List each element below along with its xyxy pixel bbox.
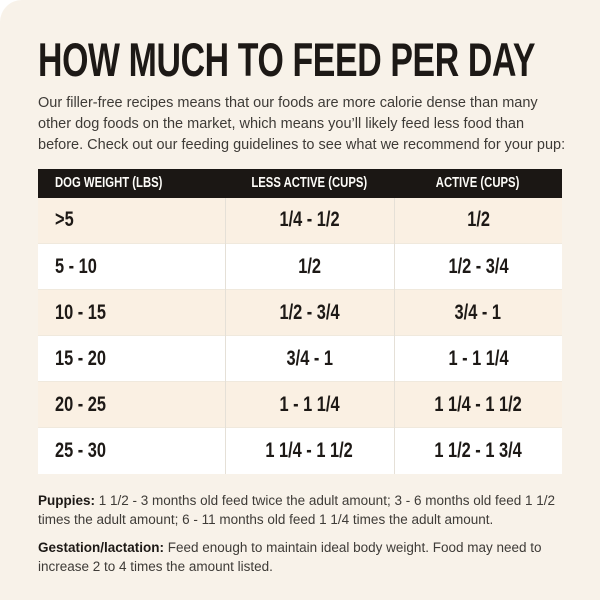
table-row: 20 - 25 1 - 1 1/4 1 1/4 - 1 1/2 — [38, 381, 562, 428]
weight-cell: 5 - 10 — [38, 243, 225, 290]
weight-cell: 10 - 15 — [38, 289, 225, 336]
table-row: 25 - 30 1 1/4 - 1 1/2 1 1/2 - 1 3/4 — [38, 427, 562, 474]
puppies-note: Puppies: 1 1/2 - 3 months old feed twice… — [38, 491, 566, 529]
col-header-dog-weight: DOG WEIGHT (LBS) — [38, 168, 225, 198]
intro-paragraph: Our filler-free recipes means that our f… — [38, 95, 566, 153]
less-active-cell: 3/4 - 1 — [224, 335, 394, 382]
less-active-cell: 1/2 — [224, 243, 394, 290]
page-title: HOW MUCH TO FEED PER DAY — [38, 33, 536, 86]
table-row: 5 - 10 1/2 1/2 - 3/4 — [38, 243, 562, 290]
gestation-note-label: Gestation/lactation: — [38, 539, 165, 555]
col-header-active: ACTIVE (CUPS) — [394, 168, 562, 198]
weight-cell: 15 - 20 — [38, 335, 225, 382]
active-cell: 3/4 - 1 — [393, 289, 562, 336]
col-header-less-active: LESS ACTIVE (CUPS) — [225, 168, 394, 198]
feeding-guide-table: DOG WEIGHT (LBS) LESS ACTIVE (CUPS) ACTI… — [38, 168, 562, 474]
less-active-cell: 1 - 1 1/4 — [224, 381, 394, 428]
puppies-note-label: Puppies: — [38, 492, 96, 508]
gestation-note: Gestation/lactation: Feed enough to main… — [38, 538, 566, 576]
less-active-cell: 1/4 - 1/2 — [224, 197, 394, 244]
weight-cell: 25 - 30 — [38, 427, 225, 474]
weight-cell: >5 — [38, 197, 225, 244]
less-active-cell: 1 1/4 - 1 1/2 — [224, 427, 394, 474]
active-cell: 1/2 - 3/4 — [393, 243, 562, 290]
footnotes: Puppies: 1 1/2 - 3 months old feed twice… — [38, 491, 566, 577]
active-cell: 1 - 1 1/4 — [393, 335, 562, 382]
gestation-note-text: Feed enough to maintain ideal body weigh… — [38, 539, 542, 575]
active-cell: 1 1/2 - 1 3/4 — [393, 427, 562, 474]
table-row: >5 1/4 - 1/2 1/2 — [38, 197, 562, 244]
active-cell: 1 1/4 - 1 1/2 — [393, 381, 562, 428]
active-cell: 1/2 — [393, 197, 562, 244]
table-row: 10 - 15 1/2 - 3/4 3/4 - 1 — [38, 289, 562, 336]
less-active-cell: 1/2 - 3/4 — [224, 289, 394, 336]
table-header-row: DOG WEIGHT (LBS) LESS ACTIVE (CUPS) ACTI… — [38, 168, 562, 198]
weight-cell: 20 - 25 — [38, 381, 225, 428]
puppies-note-text: 1 1/2 - 3 months old feed twice the adul… — [38, 492, 556, 527]
table-row: 15 - 20 3/4 - 1 1 - 1 1/4 — [38, 335, 562, 382]
